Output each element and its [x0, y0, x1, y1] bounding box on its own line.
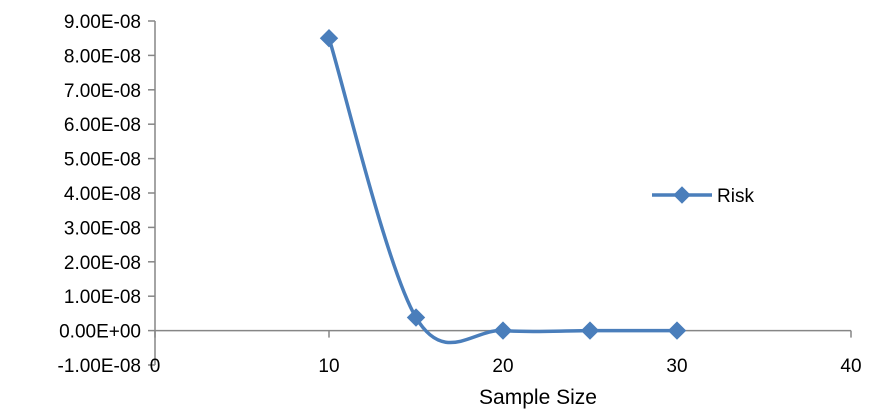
data-point-marker	[493, 321, 513, 340]
data-point-marker	[667, 321, 687, 340]
y-tick-label: 5.00E-08	[64, 150, 141, 171]
x-axis-title: Sample Size	[479, 386, 597, 409]
y-tick-label: 0.00E+00	[59, 322, 141, 343]
legend-swatch-marker	[673, 186, 691, 204]
x-tick-label: 0	[150, 356, 161, 377]
y-tick-label: -1.00E-08	[58, 356, 141, 377]
y-tick-label: 2.00E-08	[64, 253, 141, 274]
y-tick-label: 3.00E-08	[64, 218, 141, 239]
legend: Risk	[652, 186, 754, 207]
y-tick-label: 6.00E-08	[64, 115, 141, 136]
y-tick-label: 7.00E-08	[64, 81, 141, 102]
y-tick-label: 4.00E-08	[64, 184, 141, 205]
legend-label: Risk	[717, 186, 754, 207]
x-tick-label: 10	[318, 356, 339, 377]
series-layer	[319, 28, 687, 345]
x-tick-label: 40	[840, 356, 861, 377]
y-tick-label: 1.00E-08	[64, 287, 141, 308]
x-axis-ticks: 0 10 20 30 40	[150, 330, 862, 377]
data-point-marker	[319, 28, 339, 48]
x-tick-label: 20	[492, 356, 513, 377]
y-axis-ticks: 9.00E-08 8.00E-08 7.00E-08 6.00E-08 5.00E-08…	[58, 12, 155, 377]
y-tick-label: 8.00E-08	[64, 46, 141, 67]
series-line-risk	[327, 37, 677, 345]
data-point-marker	[580, 321, 600, 340]
x-tick-label: 30	[666, 356, 687, 377]
y-tick-label: 9.00E-08	[64, 12, 141, 33]
data-point-marker	[406, 308, 426, 327]
